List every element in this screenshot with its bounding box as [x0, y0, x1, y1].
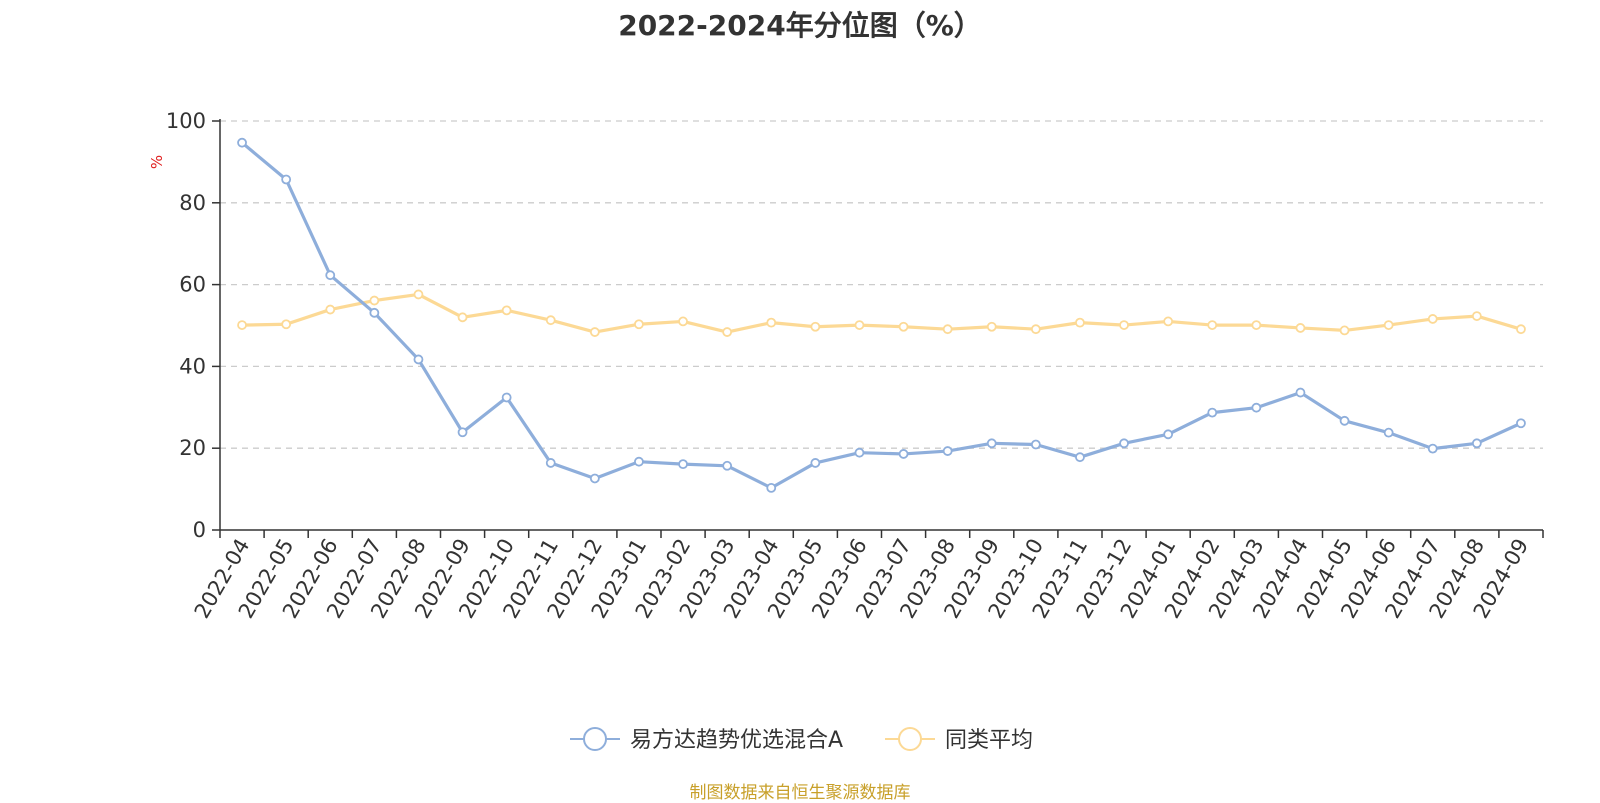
data-point	[1339, 415, 1350, 426]
data-point	[369, 295, 380, 306]
data-point	[678, 316, 688, 327]
data-point	[545, 458, 556, 468]
series-line	[242, 292, 1522, 334]
axes: 020406080100%2022-042022-052022-062022-0…	[148, 109, 1544, 622]
data-point	[942, 446, 953, 456]
data-point	[634, 456, 644, 467]
data-point	[1295, 387, 1306, 398]
data-point	[1516, 324, 1526, 335]
y-tick-label: 0	[193, 518, 206, 542]
data-point	[1075, 317, 1085, 328]
data-point	[1030, 324, 1041, 335]
data-point	[281, 174, 292, 185]
legend-marker[interactable]	[583, 727, 607, 751]
data-point	[810, 321, 821, 332]
data-point	[457, 427, 468, 438]
legend-marker[interactable]	[898, 727, 922, 751]
data-point	[766, 317, 777, 328]
y-tick-label: 20	[179, 436, 206, 460]
source-note: 制图数据来自恒生聚源数据库	[689, 783, 911, 803]
y-axis-label: %	[148, 155, 166, 169]
data-point	[1471, 438, 1482, 449]
data-point	[501, 392, 512, 403]
data-point	[898, 449, 909, 459]
data-point	[325, 304, 336, 315]
legend-label[interactable]: 易方达趋势优选混合A	[630, 728, 843, 753]
data-point	[1251, 402, 1262, 413]
data-point	[1163, 316, 1174, 327]
data-point	[854, 320, 865, 330]
data-point	[1075, 452, 1085, 463]
data-point	[1163, 429, 1174, 440]
data-point	[942, 324, 953, 335]
series-line	[241, 141, 1522, 490]
data-point	[237, 137, 247, 148]
data-point	[722, 327, 733, 337]
data-point	[986, 321, 997, 332]
data-point	[501, 305, 512, 316]
data-point	[1119, 320, 1129, 330]
y-tick-label: 100	[166, 109, 206, 133]
data-point	[1383, 427, 1394, 438]
data-point	[589, 327, 600, 337]
data-point	[325, 270, 336, 281]
data-point	[281, 319, 292, 330]
series-lines	[237, 137, 1526, 493]
data-point	[810, 458, 821, 468]
data-point	[1383, 320, 1394, 330]
data-point	[1207, 320, 1218, 330]
y-tick-label: 40	[179, 354, 206, 378]
data-point	[413, 289, 424, 300]
legend: 易方达趋势优选混合A 同类平均	[570, 727, 1033, 753]
chart-title: 2022-2024年分位图（%）	[618, 9, 982, 42]
data-point	[634, 319, 644, 330]
data-point	[722, 460, 733, 471]
data-point	[1427, 443, 1438, 454]
data-point	[1427, 314, 1438, 324]
data-point	[766, 482, 777, 493]
data-point	[1471, 311, 1482, 321]
grid-lines	[220, 120, 1543, 449]
data-point	[898, 321, 909, 332]
data-point	[1295, 323, 1306, 333]
data-point	[369, 307, 380, 318]
data-point	[1339, 325, 1350, 336]
data-point	[413, 354, 424, 365]
data-point	[237, 320, 247, 330]
data-point	[986, 438, 997, 449]
data-point	[1207, 407, 1218, 418]
y-tick-label: 80	[179, 191, 206, 215]
data-point	[1516, 418, 1526, 429]
data-point	[854, 447, 865, 458]
data-point	[1119, 438, 1129, 449]
data-point	[457, 312, 468, 323]
data-point	[589, 473, 600, 484]
y-tick-label: 60	[179, 273, 206, 297]
data-point	[1251, 320, 1262, 330]
data-point	[1030, 439, 1041, 450]
legend-label[interactable]: 同类平均	[945, 728, 1033, 753]
data-point	[678, 459, 688, 470]
data-point	[545, 315, 556, 326]
